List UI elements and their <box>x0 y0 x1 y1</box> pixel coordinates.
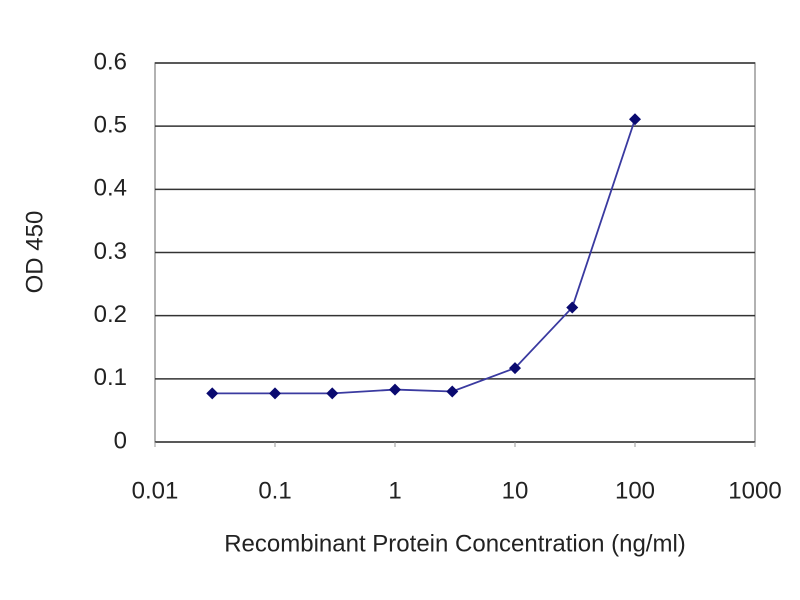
x-tick-label: 1 <box>388 477 401 504</box>
y-tick-label: 0.1 <box>94 364 127 391</box>
x-tick-label: 10 <box>502 477 529 504</box>
y-axis-label: OD 450 <box>21 211 48 294</box>
data-point <box>389 383 401 396</box>
data-point <box>509 362 521 375</box>
x-axis-label: Recombinant Protein Concentration (ng/ml… <box>224 530 686 557</box>
x-tick-label: 0.01 <box>132 477 179 504</box>
y-tick-label: 0 <box>114 427 127 454</box>
x-tick-label: 100 <box>615 477 655 504</box>
data-point <box>446 385 459 398</box>
data-point <box>326 387 339 400</box>
x-tick-label: 0.1 <box>258 477 291 504</box>
data-point <box>206 387 219 400</box>
y-tick-label: 0.5 <box>94 112 127 139</box>
data-point <box>269 387 281 400</box>
y-tick-label: 0.6 <box>94 48 127 75</box>
data-point <box>629 113 641 126</box>
y-tick-label: 0.2 <box>94 301 127 328</box>
data-point <box>566 301 579 314</box>
data-line <box>212 118 636 395</box>
y-tick-label: 0.4 <box>94 175 127 202</box>
x-tick-label: 1000 <box>728 477 781 504</box>
y-tick-label: 0.3 <box>94 238 127 265</box>
